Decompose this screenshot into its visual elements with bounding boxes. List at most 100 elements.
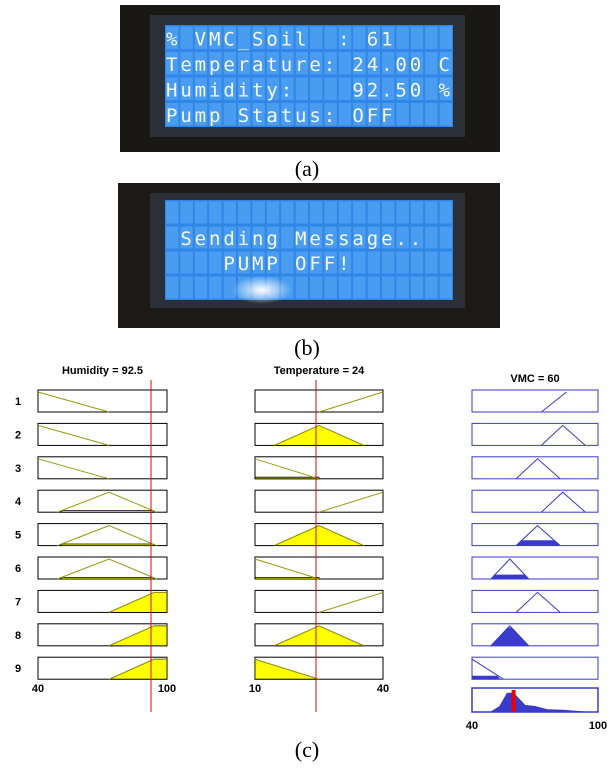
column-title: Humidity = 92.5 <box>62 365 143 377</box>
lcd-cell <box>339 202 351 224</box>
lcd-text: PUMP OFF! <box>166 253 352 275</box>
lcd-cell <box>396 27 408 50</box>
rule-number: 7 <box>15 596 21 608</box>
caption: (a) <box>295 156 319 181</box>
membership-fill <box>60 511 154 513</box>
rule-number: 2 <box>15 429 21 441</box>
rule-box <box>255 390 383 412</box>
lcd-cell <box>425 277 437 299</box>
lcd-cell <box>368 202 380 224</box>
lcd-cell <box>440 277 452 299</box>
lcd-cell <box>425 103 437 126</box>
figure: % VMC_Soil : 61 Temperature: 24.00 C Humid… <box>0 0 615 772</box>
caption: (c) <box>295 737 319 762</box>
lcd-text: Pump Status: OFF <box>166 105 395 127</box>
membership-fill <box>60 544 154 546</box>
lcd-cell <box>310 202 322 224</box>
lcd-cell <box>296 202 308 224</box>
lcd-cell <box>353 202 365 224</box>
axis-label: 100 <box>158 683 176 695</box>
lcd-cell <box>267 202 279 224</box>
lcd-cell <box>425 27 437 50</box>
column-title: VMC = 60 <box>510 373 559 385</box>
rule-number: 3 <box>15 463 21 475</box>
rule-number: 4 <box>15 496 22 508</box>
lcd-cell <box>411 277 423 299</box>
lcd-cell <box>396 103 408 126</box>
lcd-cell <box>396 202 408 224</box>
rule-box <box>472 457 598 479</box>
lcd-cell <box>180 277 192 299</box>
rule-box <box>38 423 167 445</box>
membership-fill <box>60 577 154 579</box>
rule-box <box>255 557 383 579</box>
lcd-cell <box>440 252 452 274</box>
rule-number: 8 <box>15 630 21 642</box>
rule-box <box>255 490 383 512</box>
lcd-cell <box>396 277 408 299</box>
axis-label: 40 <box>32 683 44 695</box>
lcd-cell <box>180 202 192 224</box>
rule-box <box>38 457 167 479</box>
rule-box <box>472 490 598 512</box>
lcd-cell <box>440 27 452 50</box>
lcd-cell <box>252 202 264 224</box>
lcd-cell <box>296 277 308 299</box>
caption: (b) <box>294 335 320 360</box>
lcd-text: % VMC_Soil : 61 <box>166 29 395 51</box>
rule-box <box>472 390 598 412</box>
lcd-cell <box>339 277 351 299</box>
lcd-cell <box>411 252 423 274</box>
rule-number: 1 <box>15 396 21 408</box>
axis-label: 40 <box>377 683 389 695</box>
lcd-cell <box>310 277 322 299</box>
lcd-cell <box>238 202 250 224</box>
lcd-cell <box>425 252 437 274</box>
lcd-cell <box>224 202 236 224</box>
column-title: Temperature = 24 <box>274 365 365 377</box>
lcd-cell <box>411 202 423 224</box>
lcd-cell <box>411 103 423 126</box>
rule-box <box>255 590 383 612</box>
lcd-cell <box>281 202 293 224</box>
lcd-cell <box>324 277 336 299</box>
axis-label: 10 <box>249 683 261 695</box>
lcd-text: Humidity: 92.50 % <box>166 80 453 102</box>
membership-fill <box>255 477 319 479</box>
membership-fill <box>491 575 529 579</box>
rule-box <box>472 590 598 612</box>
rule-box <box>472 557 598 579</box>
lcd-cell <box>166 277 178 299</box>
membership-fill <box>472 676 500 679</box>
lcd-cell <box>440 202 452 224</box>
membership-fill <box>516 541 560 546</box>
glare <box>232 276 292 304</box>
lcd-cell <box>382 277 394 299</box>
membership-fill <box>255 577 319 579</box>
lcd-a: % VMC_Soil : 61 Temperature: 24.00 C Humid… <box>165 25 453 127</box>
lcd-cell <box>209 277 221 299</box>
rule-number: 5 <box>15 530 21 542</box>
rule-box <box>255 457 383 479</box>
lcd-cell <box>382 202 394 224</box>
rule-number: 9 <box>15 663 21 675</box>
lcd-cell <box>440 103 452 126</box>
rule-box <box>472 423 598 445</box>
lcd-cell <box>425 202 437 224</box>
lcd-cell <box>396 252 408 274</box>
lcd-cell <box>209 202 221 224</box>
lcd-cell <box>440 227 452 249</box>
lcd-cell <box>368 277 380 299</box>
lcd-cell <box>411 27 423 50</box>
lcd-cell <box>195 277 207 299</box>
lcd-text: Temperature: 24.00 C <box>166 54 453 76</box>
lcd-cell <box>353 277 365 299</box>
rule-box <box>472 624 598 646</box>
lcd-cell <box>353 252 365 274</box>
lcd-cell <box>368 252 380 274</box>
rule-number: 6 <box>15 563 21 575</box>
lcd-text: Sending Message.. <box>166 228 424 250</box>
lcd-b: Sending Message.. PUMP OFF! <box>165 200 453 300</box>
lcd-cell <box>382 252 394 274</box>
lcd-cell <box>425 227 437 249</box>
